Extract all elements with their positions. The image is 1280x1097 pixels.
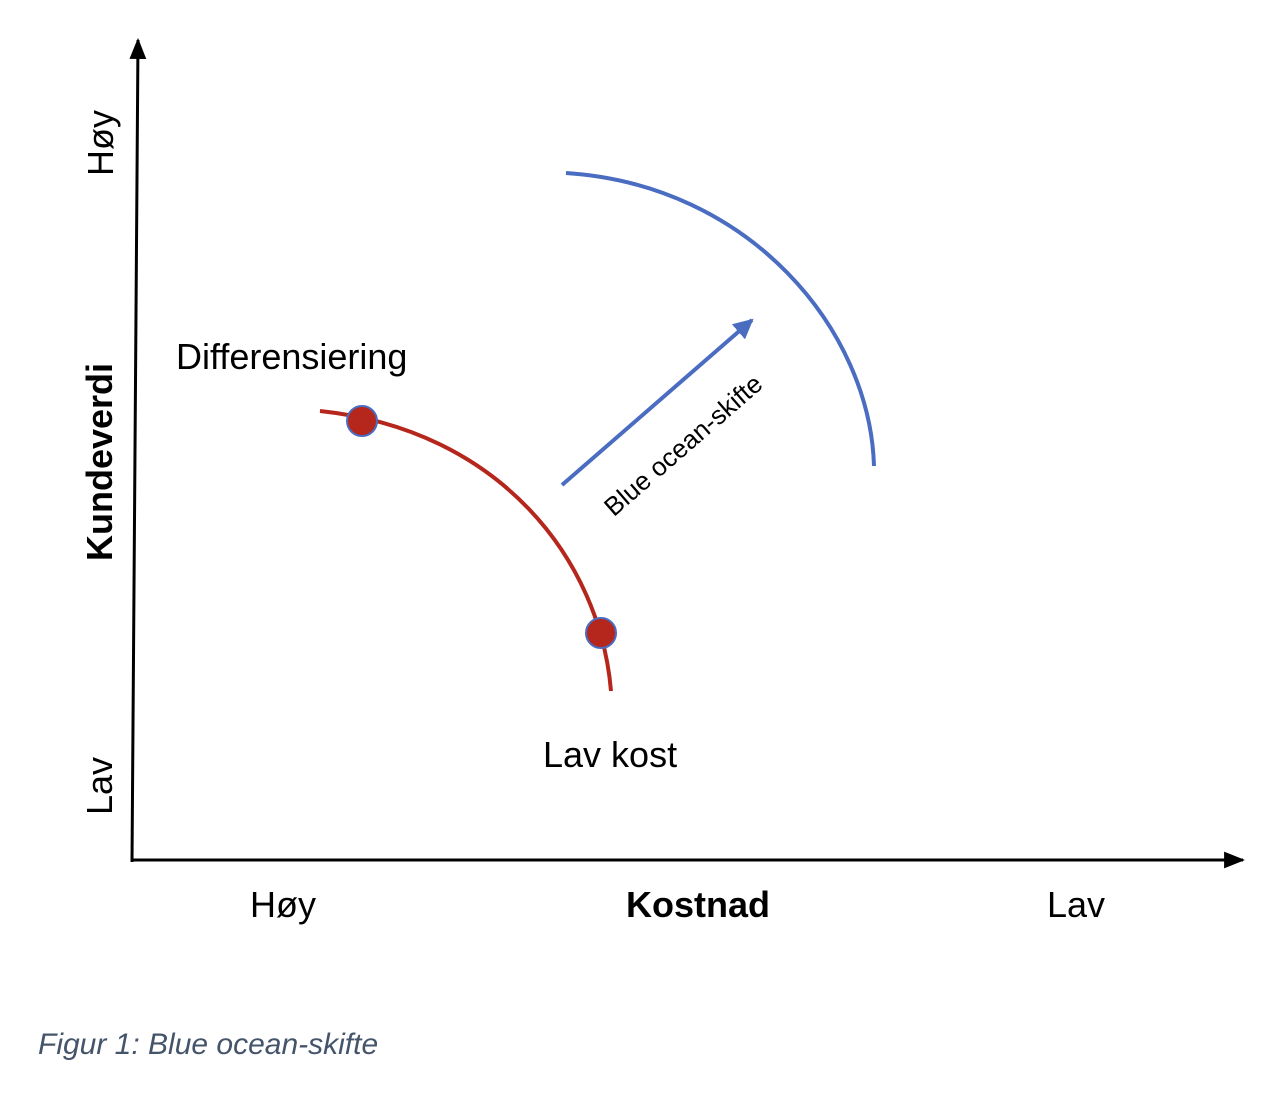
current-value-curve (319, 409, 613, 692)
low-cost-point (585, 617, 617, 649)
x-axis-right-label: Lav (1047, 884, 1105, 925)
x-axis-title: Kostnad (626, 884, 770, 925)
y-axis-line (129, 37, 147, 863)
blue-ocean-value-curve (565, 171, 876, 467)
y-axis-low-label: Lav (79, 757, 120, 815)
figure-caption: Figur 1: Blue ocean-skifte (38, 1028, 379, 1061)
differentiation-label: Differensiering (176, 336, 407, 377)
x-axis-left-label: Høy (250, 884, 316, 925)
y-axis-title: Kundeverdi (79, 363, 120, 561)
blue-ocean-shift-label: Blue ocean-skifte (598, 368, 768, 521)
differentiation-point (346, 405, 378, 437)
blue-ocean-shift-arrow (560, 318, 754, 487)
low-cost-label: Lav kost (543, 734, 677, 775)
y-axis-high-label: Høy (80, 110, 121, 176)
